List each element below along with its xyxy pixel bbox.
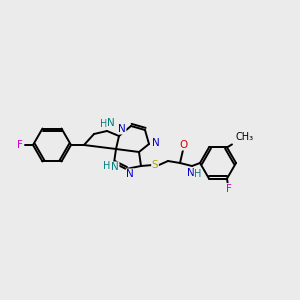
- Text: N: N: [152, 138, 160, 148]
- Text: F: F: [226, 184, 232, 194]
- Text: N: N: [107, 118, 115, 128]
- Text: H: H: [194, 169, 202, 179]
- Text: N: N: [187, 168, 195, 178]
- Text: N: N: [126, 169, 134, 179]
- Text: H: H: [103, 161, 111, 171]
- Text: F: F: [17, 140, 23, 150]
- Text: H: H: [100, 119, 108, 129]
- Text: CH₃: CH₃: [235, 132, 253, 142]
- Text: N: N: [111, 162, 119, 172]
- Text: N: N: [118, 124, 126, 134]
- Text: S: S: [152, 160, 158, 170]
- Text: O: O: [179, 140, 187, 150]
